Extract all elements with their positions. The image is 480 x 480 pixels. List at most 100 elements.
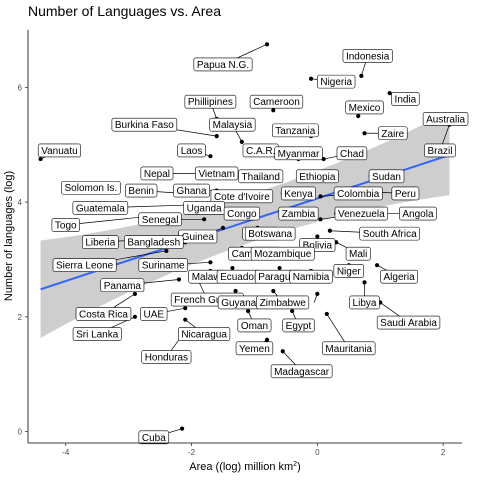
point-label-box: [140, 166, 174, 181]
point-label: Senegal: [138, 212, 182, 227]
point-label-box: [111, 117, 178, 132]
point-label: Zambia: [278, 206, 319, 221]
point-label-text: Zimbabwe: [260, 298, 307, 309]
point-label: India: [391, 92, 420, 106]
point-label-text: Sri Lanka: [76, 330, 119, 341]
point-label-text: Panama: [104, 281, 142, 292]
point-label-text: Malaysia: [213, 120, 253, 131]
point-label: Australia: [422, 112, 469, 126]
point-label-text: Brazil: [427, 146, 452, 157]
point-label: Benin: [125, 183, 158, 198]
point-label: Madagascar: [270, 364, 333, 379]
point-label: Ecuador: [216, 269, 261, 284]
point-label-box: [424, 143, 456, 158]
point-label: Phillipines: [184, 94, 237, 109]
point-label-box: [380, 269, 418, 284]
point-label-text: Niger: [337, 266, 362, 277]
y-tick-label: 6: [18, 83, 23, 92]
point-label: Indonesia: [342, 49, 393, 63]
point-label-box: [376, 315, 441, 330]
data-point: [362, 131, 367, 136]
point-label: Cameroon: [249, 94, 304, 109]
point-label-box: [209, 117, 256, 132]
point-label-box: [72, 201, 129, 215]
point-label-text: Nigeria: [320, 77, 352, 88]
data-point: [324, 311, 329, 317]
point-label: Liberia: [82, 235, 119, 250]
data-point: [271, 108, 276, 113]
point-label-text: Solomon Is.: [64, 183, 117, 194]
point-label-text: Ethiopia: [299, 172, 336, 183]
point-label-text: Australia: [426, 114, 465, 125]
point-label-text: Nicaragua: [181, 330, 227, 341]
point-label: Ethiopia: [295, 169, 339, 184]
point-label: Malaysia: [209, 117, 256, 132]
point-label-box: [278, 206, 319, 221]
point-label-text: Bolivia: [303, 241, 333, 252]
data-point: [374, 263, 380, 268]
point-label-box: [238, 169, 284, 184]
point-label: Oman: [237, 318, 272, 333]
point-label-box: [125, 183, 158, 198]
point-label: Mexico: [345, 100, 384, 115]
point-label-text: Papua N.G.: [197, 60, 249, 71]
x-axis-title-sup: 2: [293, 461, 297, 468]
point-label-box: [272, 123, 319, 138]
data-point: [202, 217, 207, 222]
data-point: [183, 306, 188, 311]
point-label-text: Togo: [55, 221, 77, 232]
point-label-box: [140, 307, 168, 321]
point-label-text: Peru: [395, 189, 416, 200]
data-point: [220, 225, 226, 230]
point-label: Vanuatu: [37, 143, 82, 158]
point-label-box: [244, 226, 296, 241]
point-label-text: Cote d'Ivoire: [214, 192, 270, 203]
point-label-box: [359, 226, 420, 241]
point-label-box: [193, 57, 253, 72]
point-label: Guinea: [178, 229, 218, 244]
data-point: [315, 234, 320, 239]
point-label-text: Indonesia: [346, 51, 390, 62]
point-label-text: Nepal: [144, 169, 170, 180]
point-label-box: [280, 186, 316, 201]
data-point: [176, 277, 182, 282]
point-label-text: Guinea: [182, 232, 215, 243]
point-label-box: [210, 189, 274, 204]
data-point: [264, 337, 270, 342]
y-tick-label: 2: [18, 313, 23, 322]
point-label-text: Madagascar: [274, 367, 330, 378]
point-label-text: Burkina Faso: [115, 120, 174, 131]
point-label-box: [274, 146, 323, 161]
point-label-text: Honduras: [145, 352, 188, 363]
point-label-box: [195, 166, 239, 181]
data-point: [290, 308, 295, 314]
x-tick-label: -4: [62, 448, 70, 457]
point-label-box: [178, 327, 231, 341]
point-label: Laos: [177, 143, 206, 158]
y-tick-label: 4: [18, 198, 23, 207]
point-label-text: Libya: [353, 298, 377, 309]
data-point: [318, 194, 323, 199]
data-point: [180, 426, 185, 431]
point-label-box: [237, 318, 272, 333]
point-label-box: [82, 235, 119, 250]
axes: [27, 30, 462, 444]
point-label-box: [342, 49, 393, 63]
point-label-box: [336, 146, 368, 161]
point-label: Nepal: [140, 166, 174, 181]
data-point: [359, 73, 364, 78]
chart-title: Number of Languages vs. Area: [28, 3, 221, 19]
point-label-text: Mauritania: [325, 344, 372, 355]
point-label: Guatemala: [72, 201, 129, 215]
point-label-text: Ecuador: [220, 272, 258, 283]
point-label-text: India: [395, 94, 417, 105]
point-label-text: Yemen: [239, 344, 270, 355]
data-point: [362, 280, 367, 285]
point-label: Sri Lanka: [72, 327, 122, 341]
point-label-box: [249, 94, 304, 109]
data-point: [233, 288, 238, 294]
point-label-box: [100, 278, 145, 293]
point-label: Nigeria: [317, 74, 356, 89]
point-label-text: Sierra Leone: [56, 261, 114, 272]
point-label-box: [345, 100, 384, 115]
